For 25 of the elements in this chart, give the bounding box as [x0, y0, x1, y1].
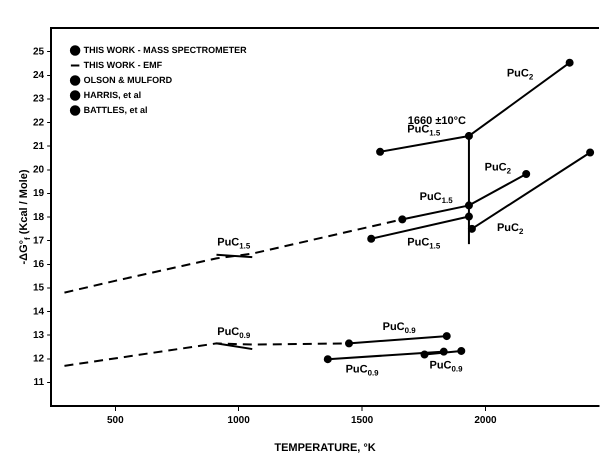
- y-tick-label: 17: [33, 235, 45, 246]
- x-tick-label: 1500: [350, 414, 374, 426]
- y-tick-label: 20: [33, 164, 45, 176]
- x-axis-title: TEMPERATURE, °K: [274, 442, 376, 454]
- legend-label: BATTLES, et al: [84, 104, 148, 115]
- legend-label: THIS WORK - EMF: [84, 60, 163, 70]
- y-tick-label: 25: [33, 46, 45, 58]
- y-tick-label: 14: [33, 306, 45, 318]
- y-tick-label: 18: [33, 212, 45, 223]
- y-tick-label: 13: [33, 330, 45, 341]
- x-tick-label: 500: [106, 414, 124, 426]
- y-tick-label: 21: [33, 140, 45, 152]
- y-tick-label: 19: [33, 188, 45, 200]
- y-tick-label: 12: [33, 354, 45, 364]
- x-tick-label: 2000: [474, 414, 498, 426]
- y-tick-label: 16: [33, 259, 45, 270]
- legend-label: HARRIS, et al: [84, 90, 142, 100]
- y-tick-label: 22: [33, 117, 45, 128]
- y-tick-label: 11: [34, 377, 45, 388]
- y-tick-label: 23: [33, 94, 45, 105]
- y-tick-label: 15: [33, 282, 45, 294]
- legend-label: THIS WORK - MASS SPECTROMETER: [84, 44, 248, 55]
- x-tick-label: 1000: [228, 414, 250, 426]
- y-tick-label: 24: [33, 70, 45, 81]
- legend-label: OLSON & MULFORD: [84, 74, 173, 85]
